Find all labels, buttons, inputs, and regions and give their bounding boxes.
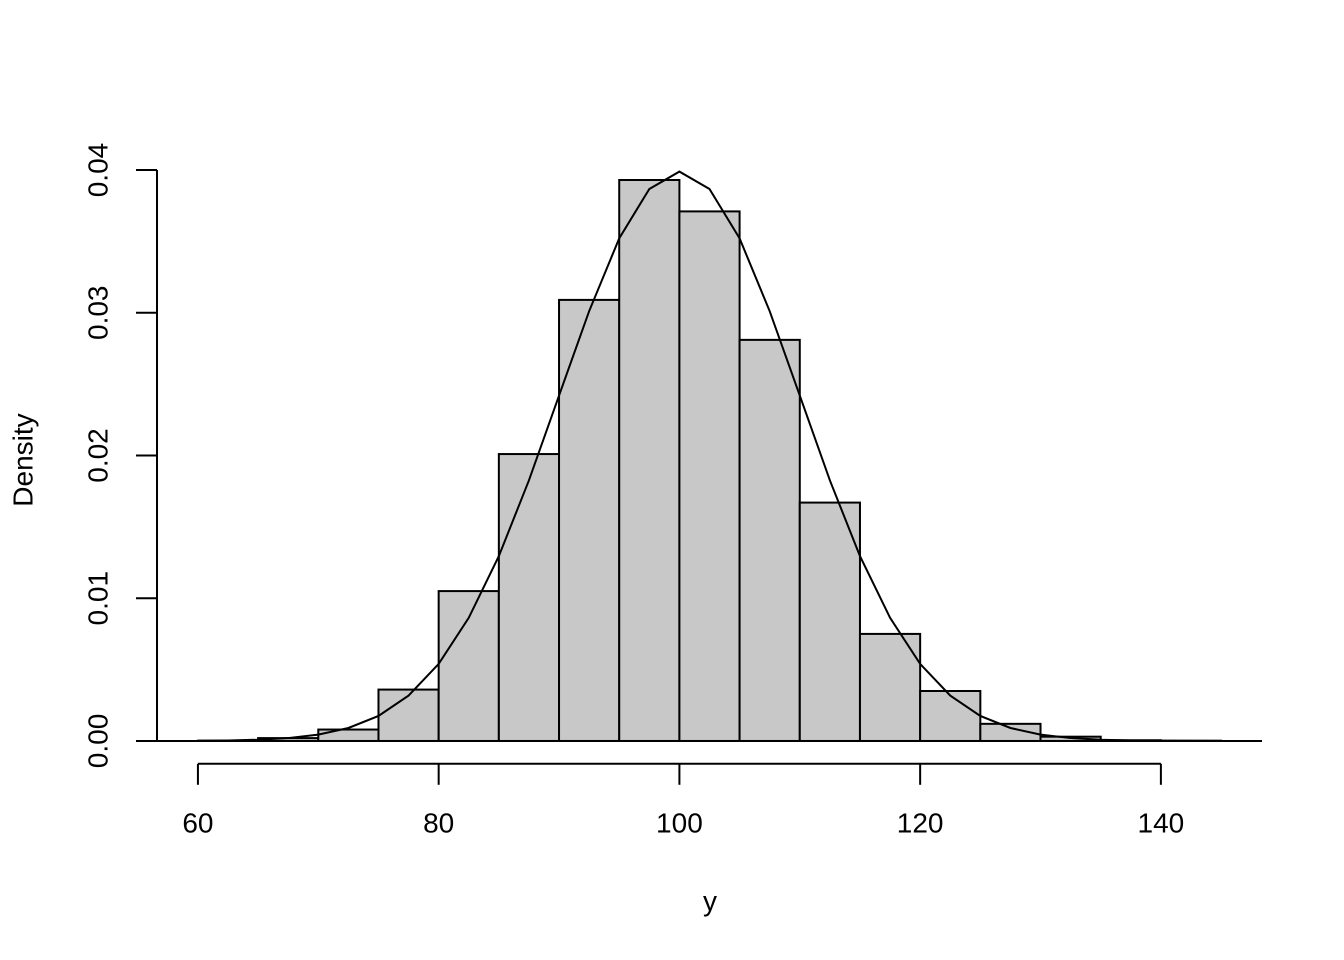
y-tick-label: 0.03 — [82, 285, 113, 340]
bar — [317, 728, 380, 742]
bar — [798, 501, 861, 742]
bar — [497, 453, 561, 742]
x-tick-label: 140 — [1138, 807, 1185, 838]
bar — [437, 590, 500, 742]
x-tick-label: 120 — [897, 807, 944, 838]
x-tick-label: 60 — [182, 807, 213, 838]
bar — [678, 210, 741, 742]
y-tick-label: 0.01 — [82, 571, 113, 626]
bar — [377, 688, 440, 742]
x-tick-label: 80 — [423, 807, 454, 838]
density-curve — [197, 170, 1222, 742]
y-tick-label: 0.00 — [82, 714, 113, 769]
x-tick-label: 100 — [656, 807, 703, 838]
bar — [558, 298, 621, 742]
bar — [858, 632, 922, 742]
x-axis-label: y — [703, 885, 717, 916]
y-axis-label: Density — [7, 413, 38, 506]
y-tick-label: 0.04 — [82, 143, 113, 198]
bar — [979, 722, 1042, 742]
bar — [618, 179, 681, 742]
bar — [738, 338, 801, 742]
y-tick-label: 0.02 — [82, 428, 113, 483]
bar — [919, 690, 982, 742]
